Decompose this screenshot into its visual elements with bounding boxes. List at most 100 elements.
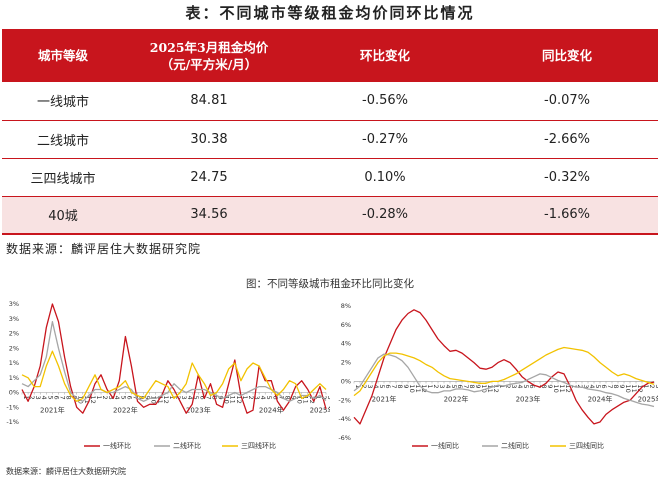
series-line — [353, 353, 655, 408]
x-tick-label: 3 — [253, 396, 261, 400]
table-row: 一线城市 84.81 -0.56% -0.07% — [2, 82, 658, 121]
cell-yoy: -1.66% — [476, 196, 658, 235]
x-tick-label: 1 — [95, 396, 103, 400]
table-row: 三四线城市 24.75 0.10% -0.32% — [2, 158, 658, 197]
x-tick-label: 4 — [588, 384, 596, 388]
cell-tier: 40城 — [2, 196, 124, 235]
x-tick-label: 9 — [618, 384, 626, 388]
x-tick-label: 8 — [283, 396, 291, 400]
x-tick-label: 6 — [198, 396, 206, 400]
x-tick-label: 10 — [552, 384, 560, 392]
mom-chart: -1%-1%0%1%1%2%2%3%3%12345678910111212345… — [6, 300, 330, 450]
x-tick-label: 4 — [40, 396, 48, 400]
cell-price: 24.75 — [124, 158, 294, 197]
x-tick-label: 9 — [71, 396, 79, 400]
x-tick-label: 3 — [654, 384, 658, 388]
x-tick-label: 3 — [438, 384, 446, 388]
cell-tier: 三四线城市 — [2, 158, 124, 197]
y-tick-label: 2% — [341, 359, 351, 367]
x-tick-label: 7 — [277, 396, 285, 400]
x-tick-label: 2 — [247, 396, 255, 400]
x-tick-label: 5 — [594, 384, 602, 388]
y-tick-label: 2% — [9, 344, 19, 352]
year-label: 2022年 — [113, 406, 138, 415]
table-source: 数据来源：麟评居住大数据研究院 — [6, 242, 202, 256]
year-label: 2022年 — [444, 394, 469, 403]
cell-tier: 一线城市 — [2, 82, 124, 121]
y-tick-label: -1% — [6, 403, 19, 411]
cell-mom: -0.56% — [294, 82, 476, 121]
x-tick-label: 10 — [480, 384, 488, 392]
year-label: 2021年 — [372, 394, 397, 403]
x-tick-label: 11 — [486, 384, 494, 392]
x-tick-label: 10 — [408, 384, 416, 392]
x-tick-label: 2 — [504, 384, 512, 388]
legend-label: 一线同比 — [431, 441, 459, 450]
x-tick-label: 6 — [600, 384, 608, 388]
table-row: 二线城市 30.38 -0.27% -2.66% — [2, 120, 658, 159]
x-tick-label: 2 — [432, 384, 440, 388]
x-tick-label: 12 — [89, 396, 97, 404]
legend-label: 二线环比 — [173, 441, 201, 450]
figure-title: 图：不同等级城市租金环比同比变化 — [246, 278, 414, 290]
x-tick-label: 12 — [162, 396, 170, 404]
cell-yoy: -0.07% — [476, 82, 658, 121]
rent-table: 城市等级 2025年3月租金均价 （元/平方米/月） 环比变化 同比变化 一线城… — [2, 29, 658, 235]
table-row-total: 40城 34.56 -0.28% -1.66% — [2, 196, 658, 235]
x-tick-label: 5 — [522, 384, 530, 388]
header-tier: 城市等级 — [2, 29, 124, 82]
year-label: 2023年 — [186, 406, 211, 415]
y-tick-label: 3% — [9, 300, 19, 308]
y-tick-label: -1% — [6, 418, 19, 426]
x-tick-label: 2 — [320, 396, 328, 400]
x-tick-label: 10 — [296, 396, 304, 404]
x-tick-label: 9 — [290, 396, 298, 400]
y-tick-label: 0% — [341, 377, 351, 385]
x-tick-label: 1 — [642, 384, 650, 388]
x-tick-label: 2 — [360, 384, 368, 388]
x-tick-label: 7 — [390, 384, 398, 388]
x-tick-label: 7 — [58, 396, 66, 400]
series-line — [353, 309, 655, 425]
x-tick-label: 4 — [259, 396, 267, 400]
x-tick-label: 11 — [302, 396, 310, 404]
y-tick-label: 3% — [9, 315, 19, 323]
x-tick-label: 2 — [28, 396, 36, 400]
x-tick-label: 9 — [546, 384, 554, 388]
x-tick-label: 1 — [241, 396, 249, 400]
series-line — [21, 350, 327, 402]
x-tick-label: 7 — [462, 384, 470, 388]
y-tick-label: 1% — [9, 374, 19, 382]
y-tick-label: 6% — [341, 321, 351, 329]
series-line — [353, 346, 655, 397]
y-tick-label: 2% — [9, 330, 19, 338]
y-tick-label: 4% — [341, 340, 351, 348]
x-tick-label: 11 — [558, 384, 566, 392]
header-price: 2025年3月租金均价 （元/平方米/月） — [124, 29, 294, 82]
legend-label: 二线同比 — [501, 441, 529, 450]
x-tick-label: 5 — [378, 384, 386, 388]
yoy-chart: -6%-4%-2%0%2%4%6%8%123456789101112123456… — [338, 302, 658, 450]
x-tick-label: 5 — [119, 396, 127, 400]
x-tick-label: 8 — [612, 384, 620, 388]
y-tick-label: 8% — [341, 302, 351, 310]
x-tick-label: 5 — [192, 396, 200, 400]
x-tick-label: 1 — [498, 384, 506, 388]
x-tick-label: 12 — [235, 396, 243, 404]
x-tick-label: 1 — [426, 384, 434, 388]
x-tick-label: 10 — [624, 384, 632, 392]
x-tick-label: 3 — [326, 396, 330, 400]
x-tick-label: 10 — [223, 396, 231, 404]
y-tick-label: -6% — [338, 434, 351, 442]
x-tick-label: 5 — [46, 396, 54, 400]
x-tick-label: 8 — [65, 396, 73, 400]
x-tick-label: 4 — [444, 384, 452, 388]
x-tick-label: 6 — [384, 384, 392, 388]
x-tick-label: 3 — [107, 396, 115, 400]
x-tick-label: 11 — [229, 396, 237, 404]
cell-tier: 二线城市 — [2, 120, 124, 159]
x-tick-label: 1 — [314, 396, 322, 400]
cell-price: 34.56 — [124, 196, 294, 235]
table-title: 表：不同城市等级租金均价同环比情况 — [185, 4, 475, 22]
year-label: 2024年 — [588, 394, 613, 403]
